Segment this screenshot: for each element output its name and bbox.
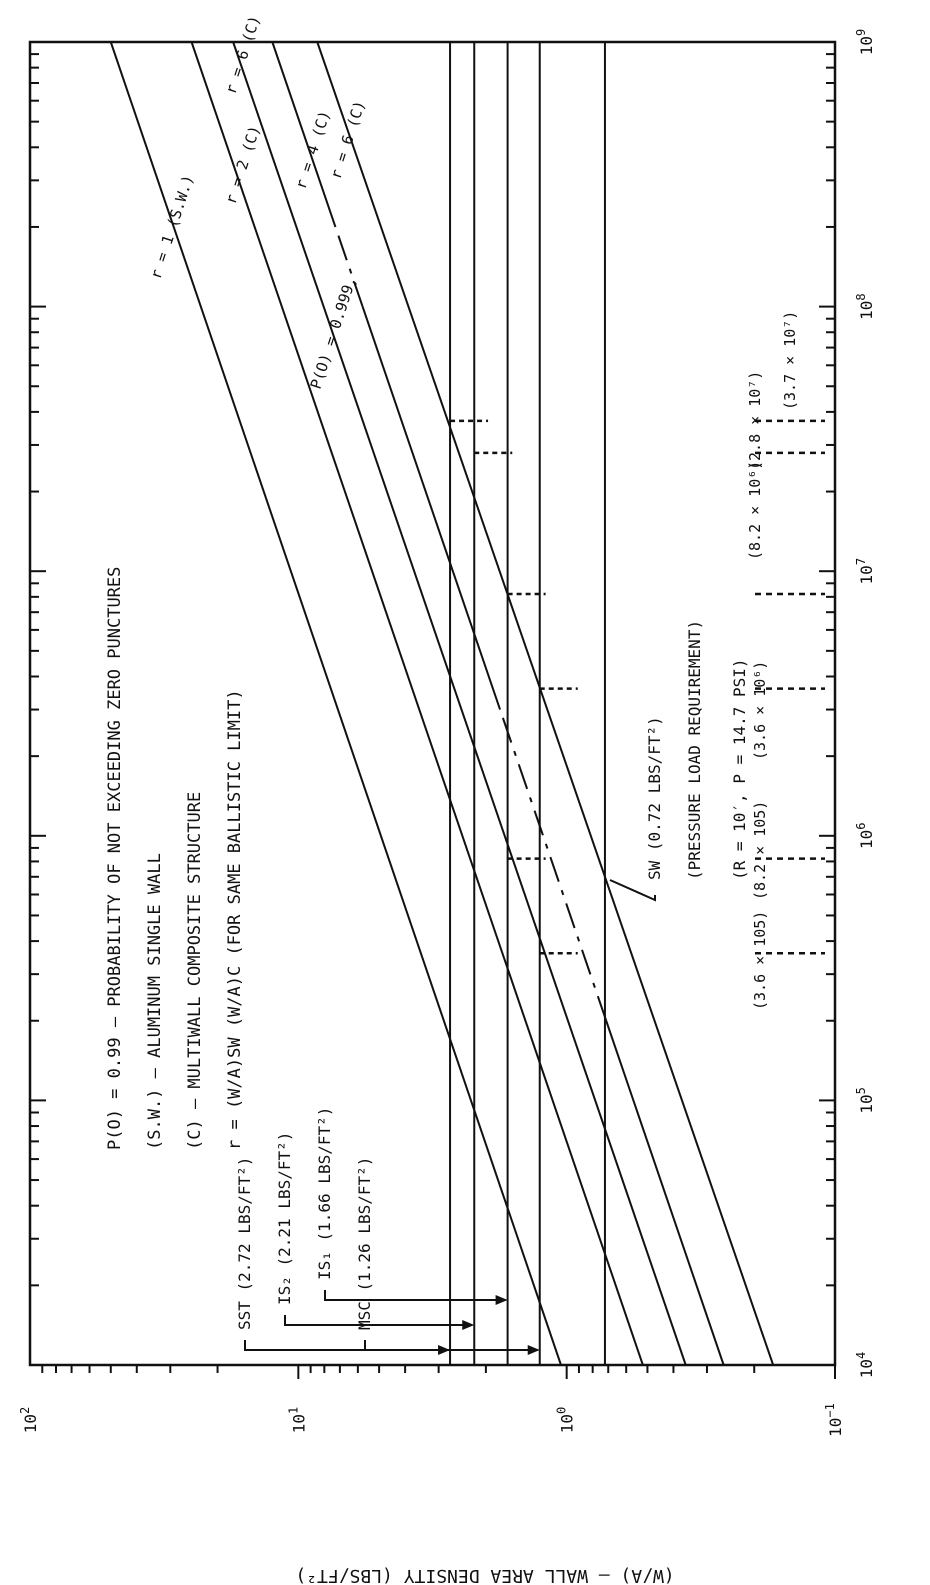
curve-label-c5: r = 6 (C) [327,98,369,181]
label-is1: IS₁ (1.66 LBS/FT²) [315,1107,334,1280]
threshold-label: (8.2 × 10⁶) [746,461,764,560]
threshold-label: (2.8 × 10⁷) [746,371,764,470]
y-axis-label: (W/A) – WALL AREA DENSITY (LBS/FT²) [295,1565,674,1585]
y-tick-label: 101 [286,1407,308,1434]
arrow-is2 [462,1320,475,1330]
leader-msc [364,1340,538,1351]
curve-c2 [190,41,644,1366]
pressure-title: (PRESSURE LOAD REQUIREMENT) [685,620,704,880]
curve-label-c2: r = 2 (C) [222,123,264,206]
y-tick-label: 10−1 [823,1403,845,1437]
label-is2: IS₂ (2.21 LBS/FT²) [275,1132,294,1305]
label-sst: SST (2.72 LBS/FT²) [235,1157,254,1330]
x-tick-label: 108 [854,293,876,320]
x-tick-label: 107 [854,558,876,585]
threshold-label: (3.6 × 10⁶) [751,661,769,760]
curve-c4 [271,41,337,228]
x-tick-label: 104 [854,1352,876,1379]
curve-c5 [316,41,775,1366]
threshold-label: (3.6 × 105) [751,911,769,1010]
label-sw: SW (0.72 LBS/FT²) [645,716,664,880]
plot-frame [28,40,837,1367]
plot-border [28,40,837,1367]
arrow-is1 [495,1295,508,1305]
threshold-label: (3.7 × 10⁷) [781,311,799,410]
curve-label-c1: r = 1 (S.W.) [147,173,198,282]
curve-c3 [232,41,687,1366]
curve-c4 [361,306,502,710]
leader-sw [609,879,656,902]
horizontal-lines [449,42,606,1365]
arrow-msc [527,1345,540,1355]
label-msc: MSC (1.26 LBS/FT²) [355,1157,374,1330]
legend-line: (S.W.) – ALUMINUM SINGLE WALL [145,853,165,1150]
threshold-label: (8.2 × 105) [751,801,769,900]
legend-line: P(O) = 0.99 – PROBABILITY OF NOT EXCEEDI… [105,567,125,1150]
labels: r = 1 (S.W.)r = 2 (C)r = 6 (C)r = 4 (C)r… [105,13,799,1330]
leader-lines [244,879,656,1355]
x-tick-label: 106 [854,823,876,850]
curve-c1 [109,41,562,1366]
y-tick-label: 102 [18,1407,40,1434]
curve-label-c3: r = 6 (C) [222,13,264,96]
intersection-marks [450,419,825,955]
curve-c4 [499,709,608,1022]
y-tick-label: 100 [555,1407,577,1434]
leader-sst [244,1340,449,1351]
curve-c4 [334,226,364,307]
x-tick-label: 105 [854,1087,876,1114]
curve-label-c4: r = 4 (C) [292,108,334,191]
series-note: P(O) = 0.999, [307,274,360,391]
axis-ticks: 104 105 106 107 108 109 10−1 100 101 102 (W/A) – W… [18,29,876,1585]
legend-line: r = (W/A)SW (W/A)C (FOR SAME BALLISTIC L… [225,689,245,1150]
pressure-params: (R = 10′, P = 14.7 PSI) [730,658,749,880]
curves [109,41,775,1366]
leader-is2 [284,1315,473,1326]
legend-line: (C) – MULTIWALL COMPOSITE STRUCTURE [185,792,205,1150]
x-tick-label: 109 [854,29,876,56]
leader-is1 [324,1290,506,1301]
curve-c4 [605,1020,725,1366]
